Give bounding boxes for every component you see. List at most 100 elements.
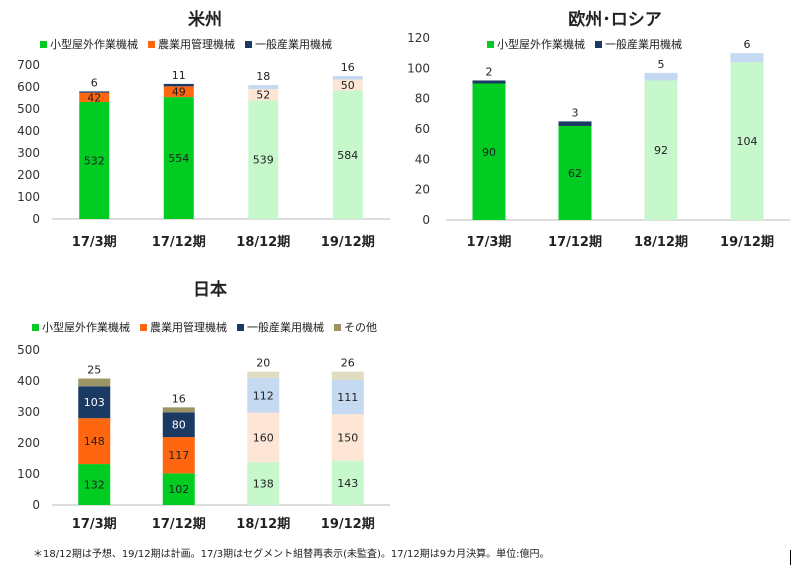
bar-segment [247,412,280,463]
x-category-label: 19/12期 [720,235,774,250]
data-label: 584 [337,149,358,162]
data-label: 160 [253,431,274,444]
x-category-label: 17/3期 [72,235,117,250]
y-tick-label: 400 [17,374,40,388]
y-tick-label: 600 [17,80,40,94]
chart-title: 日本 [193,280,227,300]
bar-segment [162,437,195,474]
y-tick-label: 500 [17,343,40,357]
legend-swatch [32,323,39,331]
y-tick-label: 100 [407,61,430,75]
data-label: 20 [256,357,270,370]
legend-swatch [40,40,47,48]
bar-segment [248,100,279,219]
x-category-label: 19/12期 [321,517,375,532]
data-label: 26 [341,357,355,370]
data-label: 62 [568,167,582,180]
legend-swatch [245,40,252,48]
data-label: 92 [654,144,668,157]
data-label: 11 [172,69,186,82]
legend-item: 一般産業用機械 [245,36,332,52]
data-label: 16 [172,392,186,405]
data-label: 554 [168,152,189,165]
bar-segment [558,125,592,220]
bar-segment [79,92,110,102]
x-category-label: 17/12期 [548,235,602,250]
x-category-label: 17/12期 [152,235,206,250]
legend-item: 一般産業用機械 [237,319,324,335]
bar-segment [331,460,364,505]
bar-segment [644,80,678,220]
legend-swatch [148,40,155,48]
chart-plot: 0 20 40 60 80 100 120 90 2 17/3期 62 3 17/12期 92 5 18/12… [407,31,790,250]
y-tick-label: 400 [17,124,40,138]
data-label: 5 [658,58,665,71]
data-label: 112 [253,389,274,402]
x-category-label: 17/3期 [72,517,117,532]
y-tick-label: 80 [415,92,430,106]
y-tick-label: 40 [415,152,430,166]
data-label: 16 [341,61,355,74]
data-label: 42 [87,91,101,104]
y-tick-label: 20 [415,183,430,197]
y-tick-label: 0 [32,498,40,512]
bar-segment [79,91,110,93]
y-tick-label: 100 [17,467,40,481]
data-label: 52 [256,89,270,102]
legend-swatch [140,323,147,331]
legend-item: 小型屋外作業機械 [487,36,585,52]
y-tick-label: 700 [17,58,40,72]
legend-item: 農業用管理機械 [140,319,227,335]
data-label: 111 [337,391,358,404]
bar-segment [162,412,195,438]
legend-item: 小型屋外作業機械 [40,36,138,52]
data-label: 532 [84,154,105,167]
bar-segment [247,377,280,413]
x-category-label: 17/12期 [152,517,206,532]
bar-segment [332,90,363,220]
bar-segment [331,371,364,380]
bar-segment [472,80,506,84]
chart-title: 欧州･ロシア [568,10,662,30]
data-label: 143 [337,477,358,490]
x-category-label: 18/12期 [236,235,290,250]
legend-item: 農業用管理機械 [148,36,235,52]
data-label: 3 [572,106,579,119]
legend-item: 一般産業用機械 [595,36,682,52]
y-tick-label: 300 [17,146,40,160]
bar-segment [332,76,363,80]
chart-legend: 小型屋外作業機械 一般産業用機械 [487,36,682,52]
data-label: 148 [84,435,105,448]
data-label: 102 [168,483,189,496]
bar-segment [78,464,111,505]
bar-segment [644,72,678,81]
legend-swatch [595,40,602,48]
chart-eu: 欧州･ロシア 小型屋外作業機械 一般産業用機械 0 20 40 60 80 100 120 9… [400,0,798,265]
chart-plot: 0 100 200 300 400 500 132 148 103 25 17/3期 102 117 80… [17,343,390,532]
data-label: 138 [253,478,274,491]
data-label: 132 [84,479,105,492]
data-label: 49 [172,86,186,99]
data-label: 117 [168,449,189,462]
x-category-label: 18/12期 [236,517,290,532]
data-label: 50 [341,79,355,92]
data-label: 150 [337,431,358,444]
y-tick-label: 60 [415,122,430,136]
x-category-label: 17/3期 [467,235,512,250]
chart-title: 米州 [188,10,222,30]
data-label: 80 [172,419,186,432]
bar-segment [730,53,764,63]
y-tick-label: 200 [17,168,40,182]
bar-segment [78,378,111,387]
data-label: 104 [737,135,758,148]
bar-segment [163,86,194,98]
legend-swatch [487,40,494,48]
y-tick-label: 120 [407,31,430,45]
bar-segment [730,62,764,221]
x-category-label: 19/12期 [321,235,375,250]
bar-segment [248,85,279,89]
y-tick-label: 0 [32,212,40,226]
chart-us: 米州 小型屋外作業機械 農業用管理機械 一般産業用機械 0 100 200 300 40… [0,0,395,265]
legend-swatch [334,323,341,331]
y-tick-label: 0 [422,213,430,227]
